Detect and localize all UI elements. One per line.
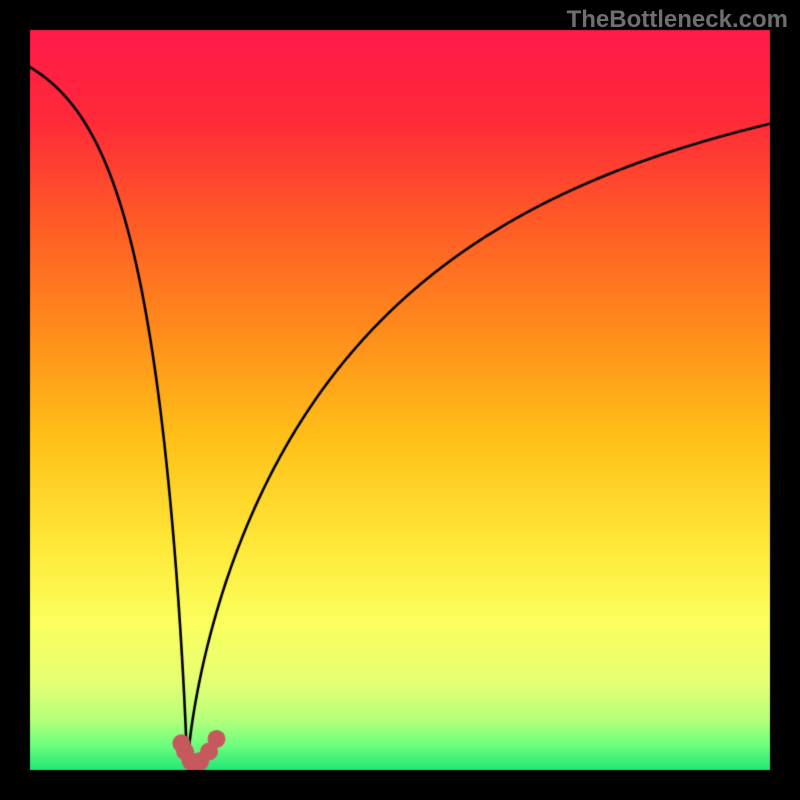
- bottleneck-chart-canvas: [0, 0, 800, 800]
- figure-container: TheBottleneck.com: [0, 0, 800, 800]
